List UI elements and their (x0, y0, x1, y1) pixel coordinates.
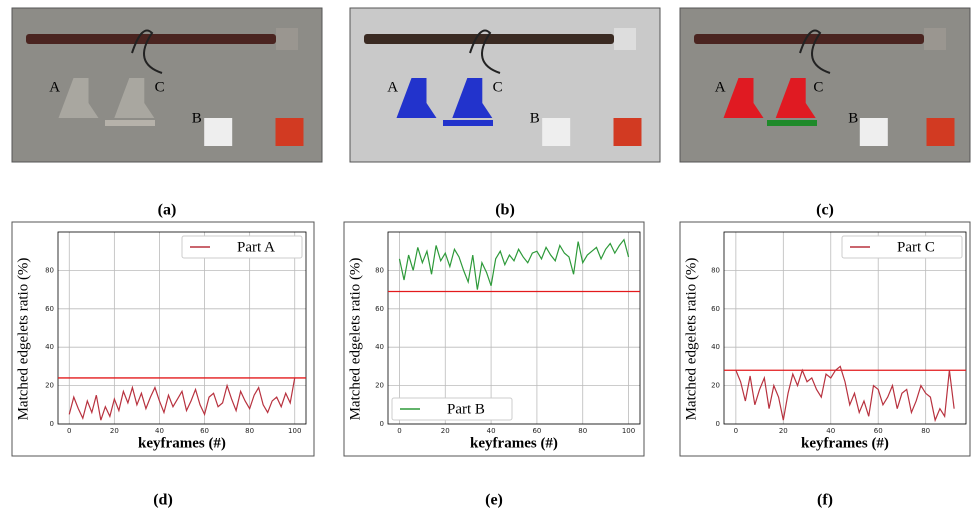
plate (926, 118, 955, 146)
photo (349, 7, 661, 163)
x-tick-label: 100 (288, 427, 301, 435)
y-tick-label: 20 (45, 382, 54, 390)
plate (542, 118, 571, 146)
part-c (775, 78, 816, 118)
plate (859, 118, 888, 146)
x-tick-label: 20 (110, 427, 119, 435)
caption: (b) (495, 202, 515, 219)
plate (275, 118, 304, 146)
x-axis-label: keyframes (#) (138, 435, 226, 451)
part-label: C (493, 80, 503, 96)
x-tick-label: 0 (67, 427, 71, 435)
x-tick-label: 40 (155, 427, 164, 435)
legend-box (181, 235, 303, 259)
y-tick-label: 80 (45, 266, 54, 274)
part-a (723, 78, 764, 118)
caption: (f) (817, 492, 833, 509)
x-tick-label: 100 (622, 427, 635, 435)
pipe (694, 34, 924, 44)
part-label: C (155, 80, 165, 96)
caption: (e) (485, 492, 503, 509)
x-axis-label: keyframes (#) (801, 435, 889, 451)
pipe (26, 34, 276, 44)
part-c (452, 78, 493, 118)
plot-area (387, 231, 641, 425)
y-tick-label: 20 (711, 382, 720, 390)
x-tick-label: 40 (826, 427, 835, 435)
x-tick-label: 80 (578, 427, 587, 435)
cable (799, 29, 831, 74)
pipe-end (276, 28, 298, 50)
plot-area (57, 231, 307, 425)
x-tick-label: 40 (487, 427, 496, 435)
data-line (398, 238, 630, 290)
caption: (c) (816, 202, 834, 219)
chart-frame (343, 221, 645, 457)
legend-label: Part B (447, 401, 485, 417)
y-tick-label: 60 (375, 305, 384, 313)
y-tick-label: 0 (380, 420, 384, 428)
pipe (364, 34, 614, 44)
y-tick-label: 20 (375, 382, 384, 390)
y-axis-label: Matched edgelets ratio (%) (683, 258, 699, 421)
y-tick-label: 0 (50, 420, 54, 428)
part-label: A (49, 80, 60, 96)
part-label: B (530, 110, 540, 126)
caption: (a) (158, 202, 177, 219)
part-label: A (715, 80, 726, 96)
pipe-end (614, 28, 636, 50)
x-tick-label: 80 (245, 427, 254, 435)
photo (679, 7, 971, 163)
pipe-end (924, 28, 946, 50)
legend-box (391, 397, 513, 421)
y-tick-label: 40 (711, 343, 720, 351)
x-tick-label: 60 (200, 427, 209, 435)
y-axis-label: Matched edgelets ratio (%) (15, 258, 31, 421)
y-tick-label: 60 (711, 305, 720, 313)
legend-label: Part C (897, 239, 935, 255)
plate (204, 118, 233, 146)
part-c (114, 78, 155, 118)
data-line (68, 377, 296, 421)
chart-frame (11, 221, 315, 457)
x-tick-label: 60 (874, 427, 883, 435)
x-tick-label: 20 (441, 427, 450, 435)
y-tick-label: 0 (716, 420, 720, 428)
cable (469, 29, 501, 74)
x-tick-label: 60 (532, 427, 541, 435)
y-tick-label: 40 (375, 343, 384, 351)
cable (131, 29, 163, 74)
part-b (767, 120, 817, 126)
part-b (105, 120, 155, 126)
part-b (443, 120, 493, 126)
data-line (735, 365, 955, 423)
y-tick-label: 80 (711, 266, 720, 274)
y-tick-label: 60 (45, 305, 54, 313)
y-tick-label: 80 (375, 266, 384, 274)
x-tick-label: 0 (397, 427, 401, 435)
caption: (d) (153, 492, 173, 509)
legend-box (841, 235, 963, 259)
part-label: B (848, 110, 858, 126)
y-tick-label: 40 (45, 343, 54, 351)
x-tick-label: 80 (921, 427, 930, 435)
part-label: A (387, 80, 398, 96)
part-label: C (813, 80, 823, 96)
photo (11, 7, 323, 163)
x-axis-label: keyframes (#) (470, 435, 558, 451)
plate (613, 118, 642, 146)
plot-area (723, 231, 967, 425)
part-a (58, 78, 99, 118)
x-tick-label: 0 (734, 427, 738, 435)
legend-label: Part A (237, 239, 275, 255)
x-tick-label: 20 (779, 427, 788, 435)
part-label: B (192, 110, 202, 126)
y-axis-label: Matched edgelets ratio (%) (347, 258, 363, 421)
part-a (396, 78, 437, 118)
chart-frame (679, 221, 971, 457)
